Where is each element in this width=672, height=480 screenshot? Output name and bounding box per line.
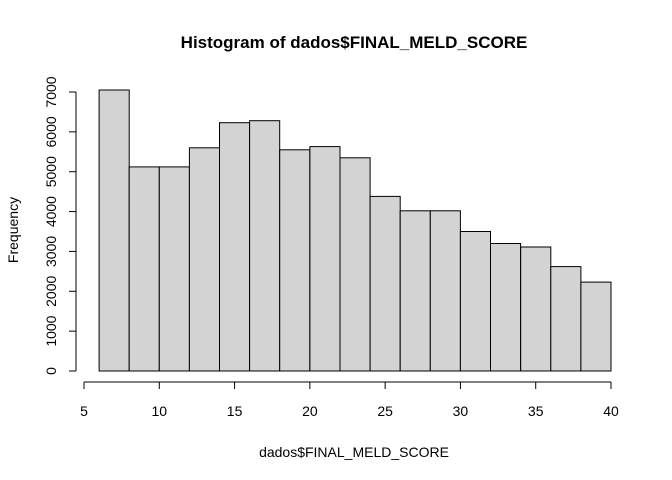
x-tick-label-7: 40 — [603, 403, 619, 419]
histogram-bar-14 — [520, 246, 552, 372]
histogram-bar-3 — [188, 147, 220, 372]
histogram-bar-8 — [339, 157, 371, 372]
histogram-bar-4 — [219, 122, 251, 372]
y-tick-label-3: 3000 — [43, 236, 59, 267]
histogram-bar-12 — [459, 231, 491, 372]
histogram-bar-5 — [249, 120, 281, 372]
y-tick-label-2: 2000 — [43, 276, 59, 307]
x-tick-label-4: 25 — [377, 403, 393, 419]
chart-title: Histogram of dados$FINAL_MELD_SCORE — [181, 33, 528, 52]
histogram-bar-0 — [98, 89, 130, 372]
histogram-bar-7 — [309, 146, 341, 372]
histogram-bar-15 — [550, 266, 582, 372]
y-tick-label-6: 6000 — [43, 116, 59, 147]
x-tick-label-1: 10 — [151, 403, 167, 419]
histogram-bar-10 — [399, 210, 431, 372]
x-tick-label-0: 5 — [80, 403, 88, 419]
histogram-bar-11 — [429, 210, 461, 372]
y-axis: 0 1000 2000 3000 4000 5000 6000 7000 — [43, 76, 77, 375]
x-tick-label-6: 35 — [528, 403, 544, 419]
histogram-bar-6 — [279, 149, 311, 372]
histogram-bar-1 — [128, 166, 160, 372]
y-axis-label: Frequency — [5, 197, 21, 263]
y-tick-label-0: 0 — [43, 367, 59, 375]
y-tick-label-5: 5000 — [43, 156, 59, 187]
x-axis: 5 10 15 20 25 30 35 40 — [80, 381, 619, 419]
x-tick-label-3: 20 — [302, 403, 318, 419]
x-tick-label-5: 30 — [453, 403, 469, 419]
x-tick-label-2: 15 — [227, 403, 243, 419]
x-axis-label: dados$FINAL_MELD_SCORE — [259, 444, 449, 460]
histogram-bar-16 — [580, 281, 612, 372]
y-tick-label-7: 7000 — [43, 76, 59, 107]
histogram-bar-9 — [369, 195, 401, 372]
bars-group — [98, 89, 612, 372]
y-tick-label-4: 4000 — [43, 196, 59, 227]
y-tick-label-1: 1000 — [43, 315, 59, 346]
histogram-bar-13 — [490, 243, 522, 372]
histogram-bar-2 — [158, 166, 190, 372]
